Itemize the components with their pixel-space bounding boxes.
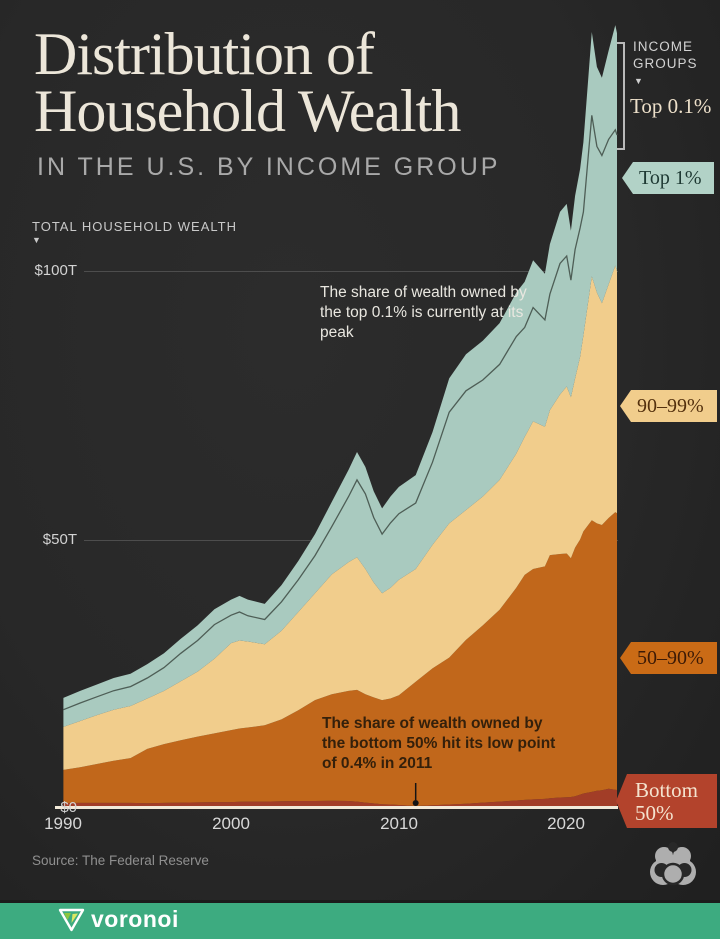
area-Bottom 50%: [63, 788, 617, 808]
badge-bottom-50-line-1: Bottom: [635, 778, 699, 802]
y-tick-0: $0: [60, 799, 77, 816]
title-line-2: Household Wealth: [34, 78, 461, 144]
legend-heading-line-1: INCOME: [633, 39, 693, 54]
income-groups-bracket: [617, 42, 625, 150]
visual-capitalist-binoculars-logo: [650, 842, 696, 886]
page-subtitle: IN THE U.S. BY INCOME GROUP: [37, 153, 501, 181]
annotation-top-01-peak: The share of wealth owned by the top 0.1…: [320, 284, 527, 341]
legend-top-01-label: Top 0.1%: [630, 94, 712, 118]
legend-heading-line-2: GROUPS: [633, 56, 698, 71]
x-tick-2020: 2020: [547, 814, 585, 833]
legend-badge-50-90: 50–90%: [620, 642, 717, 674]
legend-badge-90-99: 90–99%: [620, 390, 717, 422]
low-point-marker: [412, 783, 419, 807]
source-credit: Source: The Federal Reserve: [32, 853, 209, 868]
legend-heading: INCOME GROUPS: [633, 38, 698, 72]
x-tick-2000: 2000: [212, 814, 250, 833]
top-01-line: [63, 115, 618, 711]
x-tick-1990: 1990: [44, 814, 82, 833]
badge-bottom-50-line-2: 50%: [635, 801, 674, 825]
line-top-0.1: [63, 115, 618, 711]
y-tick-50t: $50T: [42, 531, 77, 548]
y-tick-100t: $100T: [34, 262, 77, 279]
legend-badge-bottom-50: Bottom 50%: [616, 774, 717, 828]
footer-bar: voronoi BY VISUAL CAPITALIST Where Data …: [0, 900, 720, 939]
voronoi-brand[interactable]: voronoi: [58, 908, 179, 932]
annotation-bottom-50-low: The share of wealth owned by the bottom …: [322, 715, 556, 772]
legend-badge-top-1: Top 1%: [622, 162, 714, 194]
page-title: Distribution of Household Wealth: [34, 21, 461, 144]
voronoi-wordmark: voronoi: [91, 906, 179, 932]
voronoi-triangle-icon: [58, 908, 85, 932]
y-axis-unit-label: TOTAL HOUSEHOLD WEALTH: [32, 219, 237, 234]
down-arrow-icon: ▼: [634, 76, 643, 86]
down-arrow-icon: ▼: [32, 235, 41, 245]
title-line-1: Distribution of: [34, 21, 375, 87]
x-tick-2010: 2010: [380, 814, 418, 833]
